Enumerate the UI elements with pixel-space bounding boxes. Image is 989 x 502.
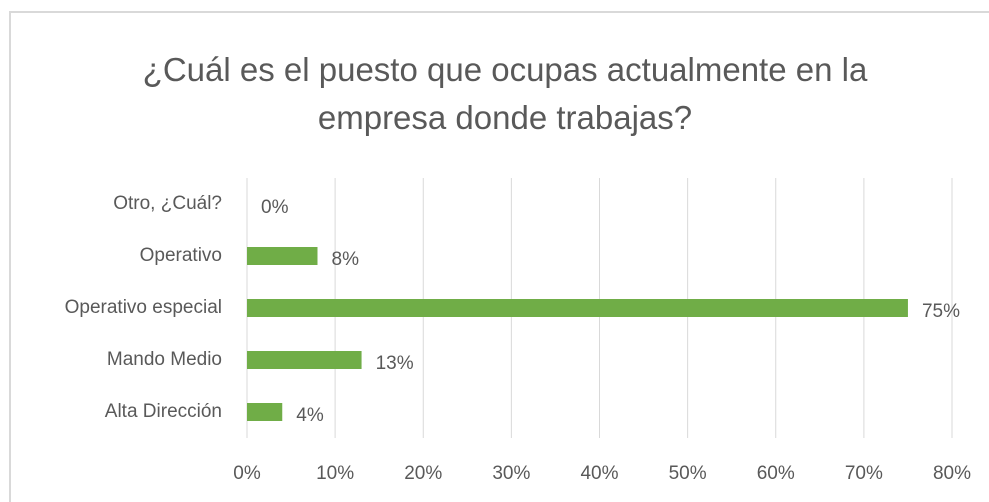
y-tick-label: Mando Medio: [107, 349, 222, 370]
chart-border: [9, 11, 989, 502]
x-tick-label: 30%: [492, 463, 530, 484]
bar: [247, 403, 283, 421]
x-tick-label: 0%: [233, 463, 261, 484]
data-label: 13%: [376, 353, 414, 374]
data-label: 4%: [296, 405, 324, 426]
data-label: 0%: [261, 197, 289, 218]
x-tick-label: 80%: [933, 463, 971, 484]
bar: [247, 247, 318, 265]
bar: [247, 299, 908, 317]
x-tick-label: 10%: [316, 463, 354, 484]
y-tick-label: Otro, ¿Cuál?: [113, 193, 222, 214]
data-label: 8%: [332, 249, 360, 270]
x-tick-label: 60%: [757, 463, 795, 484]
x-tick-label: 70%: [845, 463, 883, 484]
bar: [247, 351, 362, 369]
y-tick-label: Operativo: [140, 245, 222, 266]
x-tick-label: 20%: [404, 463, 442, 484]
y-tick-label: Operativo especial: [65, 297, 222, 318]
x-tick-label: 50%: [669, 463, 707, 484]
x-tick-label: 40%: [580, 463, 618, 484]
y-tick-label: Alta Dirección: [105, 401, 222, 422]
data-label: 75%: [922, 301, 960, 322]
chart-title: ¿Cuál es el puesto que ocupas actualment…: [142, 51, 868, 136]
